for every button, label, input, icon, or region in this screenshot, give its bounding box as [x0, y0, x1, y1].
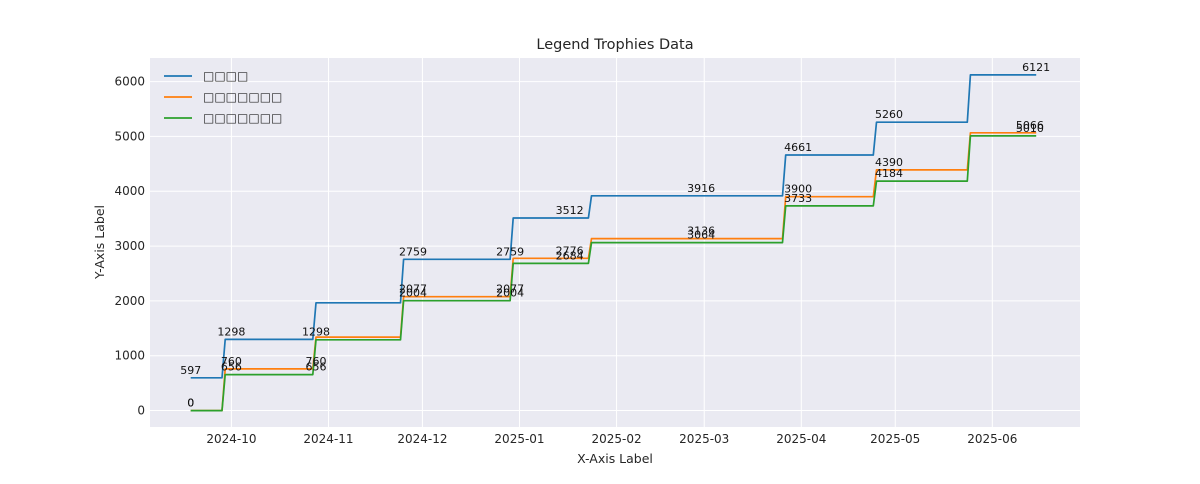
chart-title: Legend Trophies Data — [536, 37, 693, 53]
data-label: 1298 — [217, 325, 245, 338]
data-label: 2776 — [556, 244, 584, 257]
data-label: 3900 — [784, 183, 812, 196]
series-line-3 — [190, 135, 1037, 412]
data-label: 2004 — [496, 287, 524, 300]
data-labels: 5970012987606561298760656275920772004275… — [180, 61, 1050, 410]
x-tick-label: 2024-11 — [303, 432, 353, 446]
data-label: 3733 — [784, 192, 812, 205]
legend-label-3: □□□□□□□ — [203, 111, 282, 125]
series-line-1 — [190, 74, 1037, 379]
data-label: 5066 — [1016, 119, 1044, 132]
x-tick-label: 2025-05 — [870, 432, 920, 446]
x-tick-labels: 2024-10 2024-11 2024-12 2025-01 2025-02 2025-… — [206, 432, 1017, 446]
data-label: 4184 — [875, 167, 903, 180]
x-tick-label: 2024-12 — [397, 432, 447, 446]
y-tick-label: 4000 — [114, 184, 145, 198]
y-tick-label: 6000 — [114, 75, 145, 89]
data-label: 1298 — [302, 325, 330, 338]
series-line-2 — [190, 131, 1037, 412]
legend: □□□□□□□□□□□□□□□□□□ — [164, 69, 282, 125]
x-axis-label: X-Axis Label — [577, 451, 653, 466]
data-label: 3136 — [687, 225, 715, 238]
data-label: 2004 — [399, 287, 427, 300]
series-lines — [190, 74, 1037, 412]
data-label: 5260 — [875, 108, 903, 121]
data-label: 760 — [221, 355, 242, 368]
data-label: 3064 — [687, 229, 715, 242]
data-label: 0 — [187, 397, 194, 410]
y-axis-label: Y-Axis Label — [92, 205, 107, 280]
data-label: 5010 — [1016, 122, 1044, 135]
data-label: 656 — [305, 361, 326, 374]
data-label: 4390 — [875, 156, 903, 169]
data-label: 0 — [187, 397, 194, 410]
data-label: 760 — [305, 355, 326, 368]
y-tick-label: 2000 — [114, 294, 145, 308]
data-label: 597 — [180, 364, 201, 377]
data-label: 3512 — [556, 204, 584, 217]
data-label: 2759 — [496, 245, 524, 258]
legend-label-2: □□□□□□□ — [203, 90, 282, 104]
x-tick-label: 2025-06 — [967, 432, 1017, 446]
data-label: 2684 — [556, 249, 584, 262]
x-tick-label: 2025-02 — [591, 432, 641, 446]
y-tick-label: 1000 — [114, 349, 145, 363]
x-tick-label: 2025-04 — [776, 432, 826, 446]
data-label: 6121 — [1022, 61, 1050, 74]
x-tick-label: 2025-01 — [494, 432, 544, 446]
grid-lines — [150, 58, 1080, 427]
y-tick-label: 0 — [137, 404, 145, 418]
data-label: 2759 — [399, 245, 427, 258]
legend-label-1: □□□□ — [203, 69, 248, 83]
x-tick-label: 2025-03 — [679, 432, 729, 446]
y-tick-label: 3000 — [114, 239, 145, 253]
y-tick-label: 5000 — [114, 129, 145, 143]
data-label: 656 — [221, 361, 242, 374]
x-tick-label: 2024-10 — [206, 432, 256, 446]
data-label: 2077 — [399, 283, 427, 296]
data-label: 3916 — [687, 182, 715, 195]
data-label: 4661 — [784, 141, 812, 154]
data-label: 2077 — [496, 283, 524, 296]
y-tick-labels: 0 1000 2000 3000 4000 5000 6000 — [114, 75, 145, 418]
